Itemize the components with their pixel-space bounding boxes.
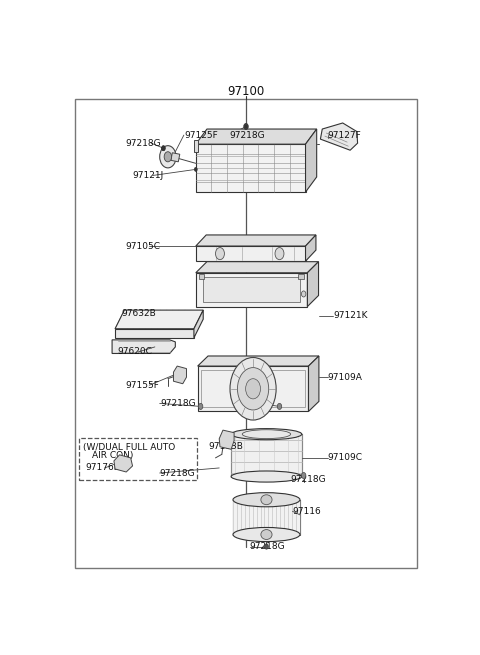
- Polygon shape: [196, 272, 307, 307]
- Polygon shape: [171, 153, 180, 162]
- Circle shape: [301, 472, 306, 479]
- Ellipse shape: [261, 495, 272, 504]
- Text: 97121J: 97121J: [132, 171, 164, 180]
- Polygon shape: [194, 140, 198, 152]
- Polygon shape: [196, 144, 305, 192]
- Text: 97127F: 97127F: [328, 130, 361, 140]
- Circle shape: [246, 379, 261, 399]
- Polygon shape: [305, 129, 317, 192]
- Polygon shape: [309, 356, 319, 411]
- Circle shape: [230, 358, 276, 420]
- Polygon shape: [115, 329, 194, 338]
- Text: 97100: 97100: [228, 84, 264, 98]
- Text: 97116: 97116: [292, 507, 321, 516]
- Text: 97218G: 97218G: [160, 399, 196, 408]
- Text: 97218G: 97218G: [250, 542, 285, 551]
- Circle shape: [244, 124, 248, 128]
- Text: 97121K: 97121K: [334, 311, 368, 320]
- Polygon shape: [198, 356, 319, 366]
- Ellipse shape: [233, 527, 300, 542]
- Polygon shape: [307, 262, 319, 307]
- Circle shape: [264, 544, 268, 549]
- Ellipse shape: [233, 493, 300, 507]
- Circle shape: [216, 248, 225, 259]
- Circle shape: [244, 124, 248, 130]
- Text: 97218G: 97218G: [231, 398, 267, 407]
- Text: (W/DUAL FULL AUTO: (W/DUAL FULL AUTO: [83, 443, 175, 453]
- Bar: [298, 274, 304, 279]
- Ellipse shape: [242, 430, 291, 439]
- Text: 97218G: 97218G: [125, 139, 161, 147]
- Polygon shape: [196, 246, 305, 261]
- Polygon shape: [196, 262, 319, 272]
- Circle shape: [301, 291, 306, 297]
- Polygon shape: [196, 235, 316, 246]
- Polygon shape: [305, 235, 316, 261]
- Bar: [79, 438, 196, 479]
- Polygon shape: [112, 340, 175, 354]
- Text: 97218G: 97218G: [229, 131, 265, 140]
- Text: 97176E: 97176E: [85, 464, 120, 472]
- Circle shape: [162, 145, 165, 151]
- Text: 97125F: 97125F: [185, 130, 218, 140]
- Ellipse shape: [231, 471, 302, 482]
- Text: 97155F: 97155F: [125, 381, 159, 390]
- Polygon shape: [233, 500, 300, 534]
- Polygon shape: [231, 434, 302, 477]
- Polygon shape: [114, 455, 132, 472]
- Circle shape: [160, 145, 176, 168]
- Circle shape: [275, 248, 284, 259]
- Text: 97218G: 97218G: [290, 475, 326, 484]
- Ellipse shape: [261, 530, 272, 540]
- Polygon shape: [198, 366, 309, 411]
- Polygon shape: [115, 310, 203, 329]
- Polygon shape: [203, 277, 300, 301]
- Text: 97109C: 97109C: [328, 453, 363, 462]
- Circle shape: [162, 146, 165, 150]
- Text: 97218G: 97218G: [160, 468, 195, 477]
- Circle shape: [164, 152, 172, 162]
- Polygon shape: [321, 123, 358, 150]
- Circle shape: [194, 168, 197, 172]
- Text: 97632B: 97632B: [121, 309, 156, 318]
- Text: 97105C: 97105C: [125, 242, 160, 251]
- Polygon shape: [196, 129, 317, 144]
- Polygon shape: [173, 366, 186, 384]
- Text: 97620C: 97620C: [118, 347, 153, 356]
- Circle shape: [198, 403, 203, 409]
- Circle shape: [238, 367, 269, 410]
- Text: 97113B: 97113B: [209, 442, 244, 451]
- Text: AIR CON): AIR CON): [92, 451, 133, 460]
- Text: 97109A: 97109A: [328, 373, 363, 382]
- Bar: [199, 274, 204, 279]
- Ellipse shape: [231, 428, 302, 440]
- Polygon shape: [219, 430, 234, 449]
- Polygon shape: [194, 310, 203, 338]
- Circle shape: [277, 403, 282, 409]
